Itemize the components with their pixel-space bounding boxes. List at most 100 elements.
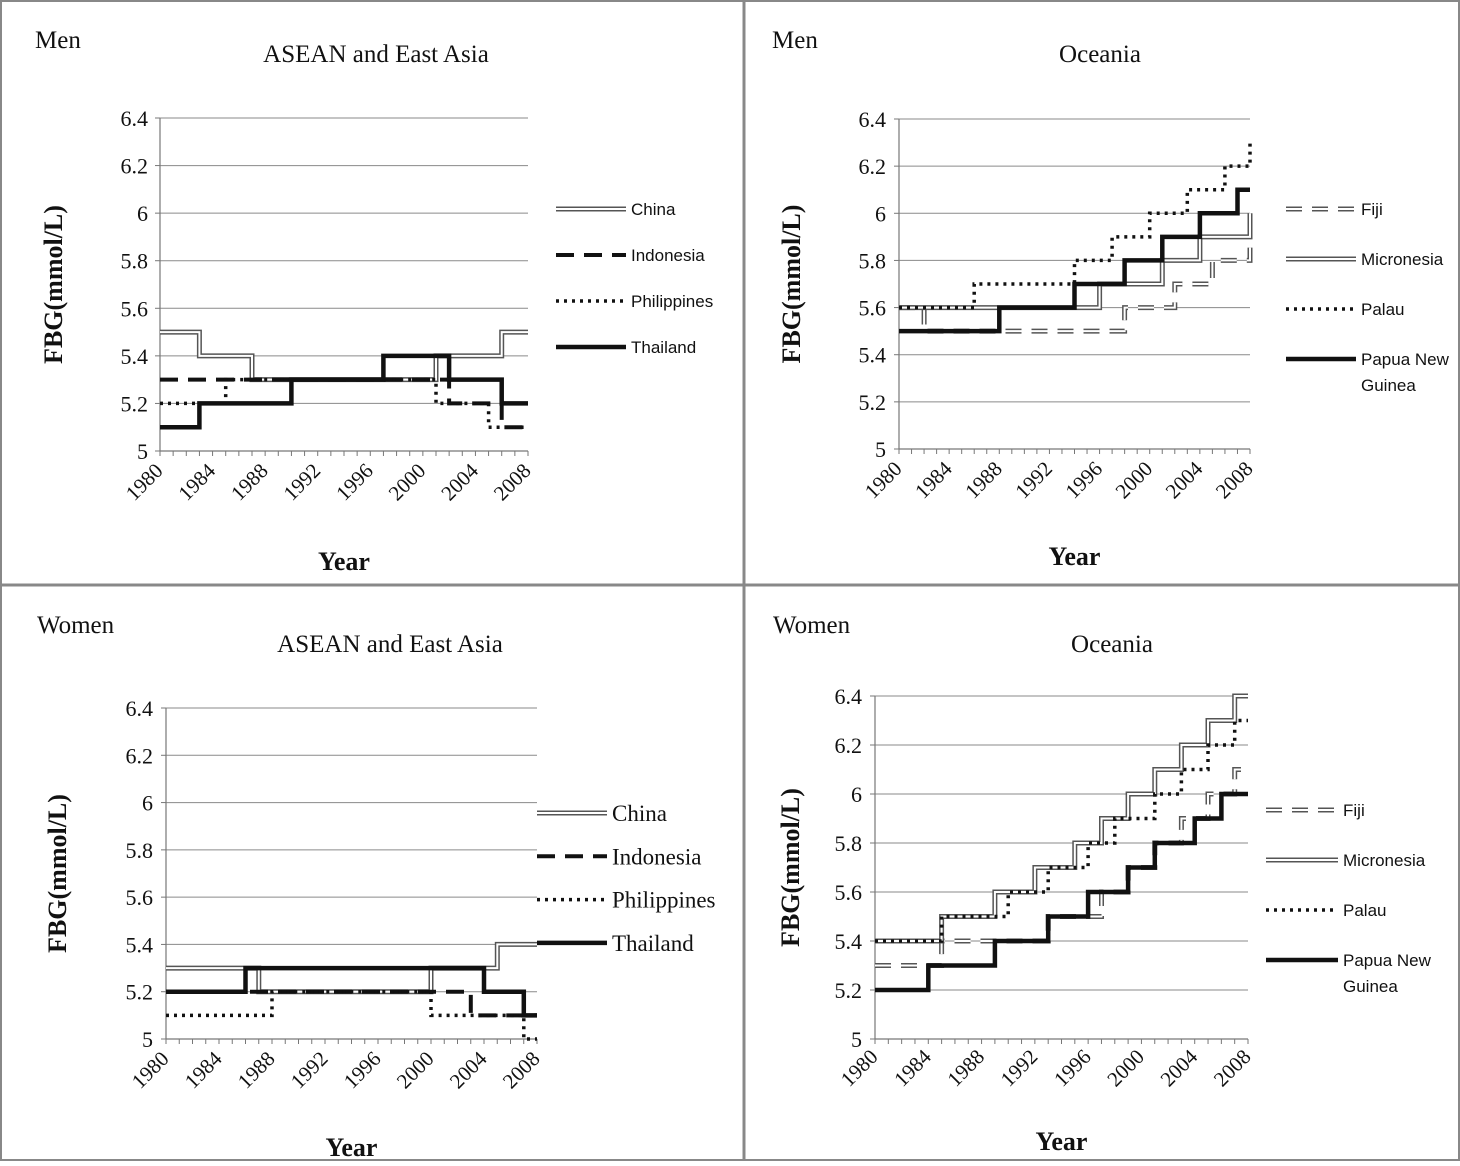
x-tick-label: 1992 <box>286 1047 333 1094</box>
y-tick-label: 5 <box>142 1027 153 1052</box>
y-tick-label: 5.6 <box>835 880 863 905</box>
y-tick-label: 6.4 <box>126 696 154 721</box>
x-tick-label: 1984 <box>173 458 220 505</box>
legend-label: Philippines <box>612 888 716 913</box>
x-tick-label: 2004 <box>445 1046 492 1093</box>
x-tick-label: 1984 <box>910 456 957 503</box>
series-line-palau <box>875 718 1248 943</box>
x-tick-label: 1984 <box>889 1044 936 1091</box>
legend-label: Palau <box>1361 300 1404 319</box>
y-tick-label: 6.4 <box>835 684 863 709</box>
legend-label: Indonesia <box>612 844 701 869</box>
x-tick-label: 1980 <box>121 459 168 506</box>
x-tick-label: 2008 <box>498 1047 545 1094</box>
y-tick-label: 6.4 <box>121 106 149 131</box>
chart-panel-4: Women Oceania 5 5.2 5.4 5.6 5.8 6 6.2 6.4 1980 1984… <box>773 612 1432 1156</box>
x-tick-label: 1980 <box>860 457 907 504</box>
y-tick-label: 5.6 <box>121 296 149 321</box>
x-tick-label: 1996 <box>1049 1045 1096 1092</box>
legend-label: China <box>612 801 667 826</box>
series-line-indonesia <box>166 989 537 1018</box>
y-tick-label: 5 <box>137 439 148 464</box>
group-label: Men <box>772 27 818 54</box>
y-axis-title: FBG(mmol/L) <box>43 794 72 953</box>
y-tick-label: 5.2 <box>121 391 149 416</box>
x-tick-label: 1992 <box>279 459 326 506</box>
legend: Fiji Micronesia Palau Papua New Guinea <box>1266 801 1432 996</box>
y-tick-label: 5.4 <box>121 344 149 369</box>
legend-label: Indonesia <box>631 246 705 265</box>
group-label: Men <box>35 27 81 54</box>
y-axis-title: FBG(mmol/L) <box>39 205 68 364</box>
group-label: Women <box>773 612 851 639</box>
x-tick-label: 1980 <box>836 1045 883 1092</box>
x-axis-title: Year <box>1036 1127 1088 1156</box>
series-line-micronesia <box>875 693 1248 944</box>
x-tick-label: 2008 <box>1209 1045 1256 1092</box>
legend-label: Palau <box>1343 901 1386 920</box>
x-tick-label: 2004 <box>436 458 483 505</box>
series-line-philippines <box>160 377 528 429</box>
x-tick-label: 2000 <box>1102 1045 1149 1092</box>
legend: Fiji Micronesia Palau Papua New Guinea <box>1286 200 1450 395</box>
y-axis-title: FBG(mmol/L) <box>777 205 806 364</box>
legend-label: Micronesia <box>1343 851 1426 870</box>
x-tick-label: 1988 <box>226 459 273 506</box>
x-tick-label: 1996 <box>331 459 378 506</box>
y-tick-label: 5.6 <box>859 296 887 321</box>
legend-label: Thailand <box>631 338 696 357</box>
x-axis-title: Year <box>1049 542 1101 571</box>
x-tick-label: 1988 <box>233 1047 280 1094</box>
legend-label: Thailand <box>612 931 694 956</box>
series-line-thailand <box>160 353 528 430</box>
series-line-micronesia-inner <box>875 695 1248 942</box>
legend-label: China <box>631 200 676 219</box>
y-tick-label: 6 <box>875 201 886 226</box>
y-tick-label: 6 <box>851 782 862 807</box>
y-tick-label: 5.8 <box>859 248 887 273</box>
legend-label: Fiji <box>1343 801 1365 820</box>
chart-title: ASEAN and East Asia <box>263 41 489 68</box>
series-line-papua-new-guinea <box>875 791 1248 993</box>
x-tick-label: 2004 <box>1161 456 1208 503</box>
series-line-papua-new-guinea <box>899 187 1250 334</box>
x-tick-label: 1996 <box>1060 457 1107 504</box>
y-tick-label: 6.4 <box>859 107 887 132</box>
chart-title: ASEAN and East Asia <box>277 631 503 658</box>
y-tick-label: 5.8 <box>835 831 863 856</box>
series-line-palau <box>899 142 1252 310</box>
x-axis-title: Year <box>318 547 370 576</box>
chart-panel-1: Men ASEAN and East Asia 5 5.2 5.4 5.6 5.8 6 6.2 6… <box>35 27 713 576</box>
y-tick-label: 6 <box>137 201 148 226</box>
y-tick-label: 5.2 <box>126 980 154 1005</box>
legend-label: Philippines <box>631 292 713 311</box>
legend: China Indonesia Philippines Thailand <box>556 200 713 357</box>
legend-label: Papua New Guinea <box>1343 951 1432 996</box>
y-tick-label: 6.2 <box>126 743 154 768</box>
y-tick-label: 5.8 <box>126 838 154 863</box>
x-tick-label: 1980 <box>127 1047 174 1094</box>
x-axis-title: Year <box>326 1133 378 1161</box>
x-tick-label: 1984 <box>180 1046 227 1093</box>
y-tick-label: 6.2 <box>859 154 887 179</box>
y-tick-label: 5 <box>875 437 886 462</box>
chart-panel-3: Women ASEAN and East Asia 5 5.2 5.4 5.6 5.8 6 6.… <box>37 612 716 1162</box>
y-tick-label: 5.8 <box>121 249 149 274</box>
x-tick-label: 2004 <box>1156 1044 1203 1091</box>
y-tick-label: 5.4 <box>126 932 154 957</box>
legend-label: Micronesia <box>1361 250 1444 269</box>
y-axis-title: FBG(mmol/L) <box>776 788 805 947</box>
y-tick-label: 6 <box>142 791 153 816</box>
group-label: Women <box>37 612 115 639</box>
y-tick-label: 5.6 <box>126 885 154 910</box>
y-tick-label: 5.4 <box>835 929 863 954</box>
x-tick-label: 2000 <box>392 1047 439 1094</box>
series-line-philippines <box>166 989 537 1041</box>
x-tick-label: 1988 <box>942 1045 989 1092</box>
legend-label: Papua New Guinea <box>1361 350 1450 395</box>
chart-title: Oceania <box>1071 631 1153 658</box>
